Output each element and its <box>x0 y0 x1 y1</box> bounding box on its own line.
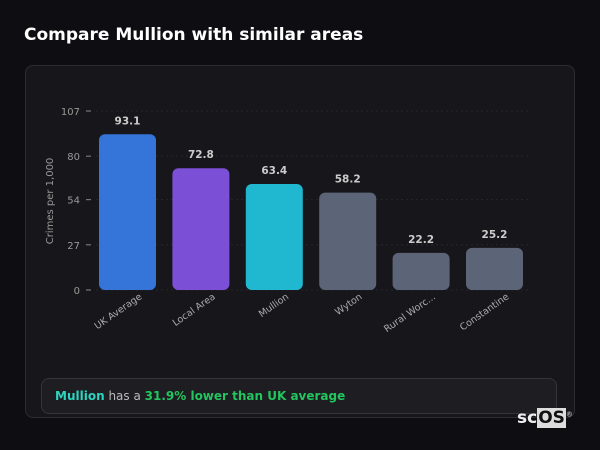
bar-value-label: 63.4 <box>261 165 287 177</box>
x-tick-label: UK Average <box>93 291 145 332</box>
x-tick-label: Local Area <box>171 291 218 328</box>
bar <box>392 252 450 290</box>
bar <box>99 134 156 290</box>
bar-value-label: 72.8 <box>188 149 214 161</box>
x-tick-label: Wyton <box>333 291 364 317</box>
x-tick-label: Mullion <box>257 291 291 320</box>
bar-value-label: 58.2 <box>335 174 361 186</box>
y-tick-label: 107 <box>61 107 80 118</box>
page-title: Compare Mullion with similar areas <box>24 25 364 45</box>
x-tick-label: Constantine <box>458 291 511 333</box>
bar <box>466 247 523 290</box>
logo-mark: ® <box>565 410 573 419</box>
scos-logo: scOS® <box>517 408 573 428</box>
bar <box>319 192 377 290</box>
x-tick-label: Rural Worc... <box>382 291 438 335</box>
bar <box>245 183 303 290</box>
bar-value-label: 25.2 <box>482 229 508 241</box>
y-tick-label: 80 <box>67 152 80 163</box>
summary-box: Mullion has a 31.9% lower than UK averag… <box>41 378 557 414</box>
bar-value-label: 93.1 <box>115 115 141 127</box>
summary-area: Mullion <box>55 389 105 403</box>
logo-prefix: sc <box>517 408 538 428</box>
y-axis-label: Crimes per 1,000 <box>45 158 56 245</box>
summary-highlight: 31.9% lower than UK average <box>144 389 346 403</box>
summary-text: has a <box>104 389 145 403</box>
bar-value-label: 22.2 <box>408 234 434 246</box>
y-tick-label: 54 <box>67 196 80 207</box>
y-tick-label: 27 <box>67 241 80 252</box>
logo-boxed: OS <box>537 408 566 428</box>
y-tick-label: 0 <box>74 286 80 297</box>
bar <box>172 168 230 290</box>
